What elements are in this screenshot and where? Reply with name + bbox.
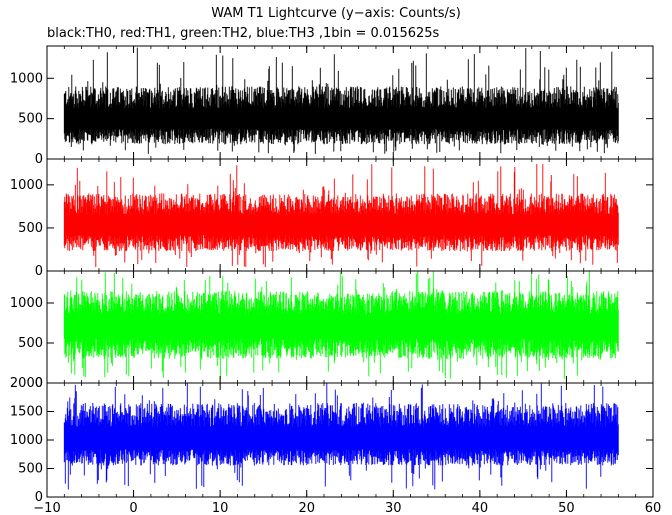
x-tick-label: 20 — [298, 501, 315, 515]
chart-title: WAM T1 Lightcurve (y−axis: Counts/s) — [211, 6, 461, 21]
y-tick-label: 1000 — [10, 71, 43, 86]
panel-0: 0 500 1000 — [10, 45, 654, 167]
y-tick-label: 500 — [18, 336, 43, 351]
y-tick-label: 1000 — [10, 433, 43, 448]
y-tick-label: 500 — [18, 221, 43, 236]
y-tick-label: 0 — [35, 264, 43, 279]
panel-3: 0 500 1000 1500 2000 — [10, 376, 654, 505]
x-tick-label: 30 — [385, 501, 402, 515]
x-tick-label: 0 — [129, 501, 137, 515]
x-tick-label: 10 — [212, 501, 229, 515]
series-1-line — [63, 164, 619, 268]
panel-1: 0 500 1000 — [10, 158, 654, 279]
y-tick-label: 2000 — [10, 376, 43, 391]
x-tick-label: −10 — [33, 501, 60, 515]
series-2-line — [63, 271, 619, 379]
y-tick-label: 1000 — [10, 296, 43, 311]
x-tick-label: 40 — [472, 501, 489, 515]
y-tick-label: 0 — [35, 152, 43, 167]
chart-subtitle: black:TH0, red:TH1, green:TH2, blue:TH3 … — [47, 26, 440, 41]
x-tick-label: 60 — [645, 501, 662, 515]
panel-2: 0 500 1000 — [10, 270, 654, 391]
x-tick-label: 50 — [558, 501, 575, 515]
y-tick-label: 1500 — [10, 405, 43, 420]
y-tick-label: 0 — [35, 490, 43, 505]
series-3-line — [63, 383, 619, 490]
y-tick-label: 1000 — [10, 178, 43, 193]
series-0-line — [63, 47, 619, 154]
y-tick-label: 500 — [18, 462, 43, 477]
y-tick-label: 0 — [35, 376, 43, 391]
y-tick-label: 500 — [18, 112, 43, 127]
